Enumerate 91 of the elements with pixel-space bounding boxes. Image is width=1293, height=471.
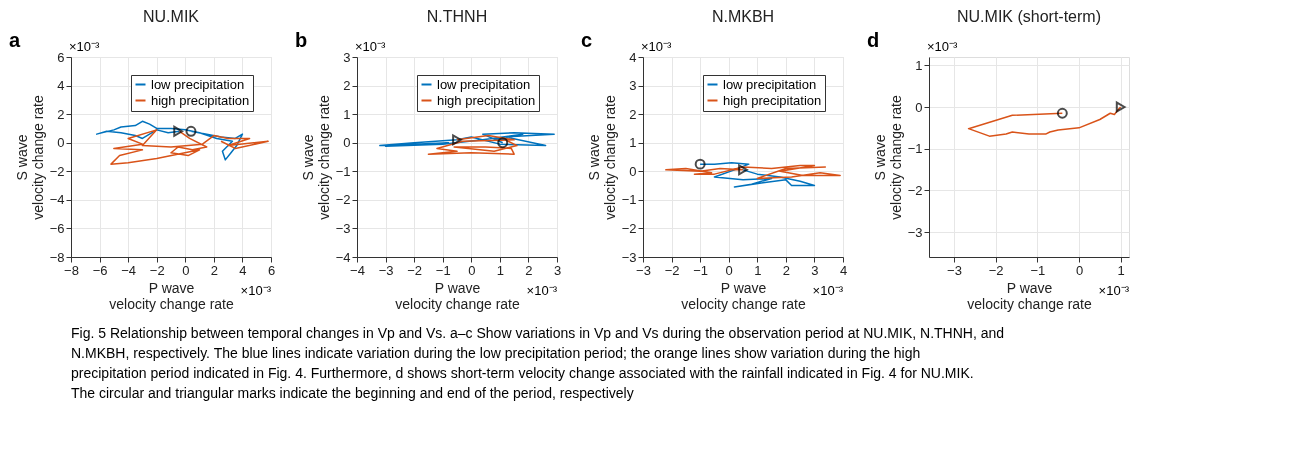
line-series <box>427 134 518 155</box>
x-tick-label: 3 <box>553 262 562 278</box>
text: ×10⁻³ <box>526 283 558 298</box>
text: c <box>581 29 593 51</box>
x-tick-label: −3 <box>378 262 394 278</box>
x-tick-label: −6 <box>92 262 108 278</box>
legend-label: high precipitation <box>723 92 822 108</box>
x-tick-label: 4 <box>839 262 848 278</box>
y-tick-label: 2 <box>629 106 637 122</box>
x-axis-title: P wave velocity change rate <box>967 279 1092 312</box>
text: ×10⁻³ <box>69 39 101 54</box>
y-tick-label: 4 <box>629 49 637 65</box>
y-tick-label: −1 <box>621 192 637 208</box>
line-series <box>379 131 555 147</box>
x-tick-label: 2 <box>210 262 218 278</box>
y-tick-label: 1 <box>343 106 351 122</box>
x-tick-label: 3 <box>811 262 819 278</box>
y-tick-label: 3 <box>343 49 351 65</box>
y-tick-label: −1 <box>907 141 923 157</box>
chart-title: NU.MIK (short-term) <box>957 8 1101 25</box>
text: ×10⁻³ <box>355 39 387 54</box>
x-tick-label: 0 <box>468 262 476 278</box>
y-tick-label: −4 <box>335 249 351 265</box>
line-series <box>699 161 816 188</box>
y-tick-label: −3 <box>335 220 351 236</box>
y-tick-label: −2 <box>335 192 351 208</box>
x-tick-label: −2 <box>988 262 1004 278</box>
x-tick-label: 1 <box>496 262 504 278</box>
text: ×10⁻³ <box>641 39 673 54</box>
line-series <box>95 120 244 161</box>
x-axis-title: P wave velocity change rate <box>395 279 520 312</box>
y-tick-label: 1 <box>915 57 923 73</box>
y-tick-label: 4 <box>57 78 65 94</box>
y-tick-label: 3 <box>629 78 637 94</box>
y-tick-label: −2 <box>621 220 637 236</box>
y-tick-label: 0 <box>629 163 637 179</box>
y-axis-title: S wave velocity change rate <box>13 95 46 220</box>
y-tick-label: 2 <box>57 106 65 122</box>
y-tick-label: 2 <box>343 78 351 94</box>
y-tick-label: −6 <box>49 220 65 236</box>
x-tick-label: −1 <box>693 262 709 278</box>
x-tick-label: 2 <box>782 262 790 278</box>
y-axis-title: S wave velocity change rate <box>299 95 332 220</box>
line-series <box>665 164 841 180</box>
y-tick-label: −2 <box>49 163 65 179</box>
x-axis-title: P wave velocity change rate <box>109 279 234 312</box>
x-tick-label: −1 <box>435 262 451 278</box>
x-tick-label: 6 <box>267 262 276 278</box>
y-tick-label: 0 <box>57 135 65 151</box>
chart-title: N.MKBH <box>711 8 775 25</box>
y-tick-label: −1 <box>335 163 351 179</box>
x-tick-label: −2 <box>407 262 423 278</box>
text: ×10⁻³ <box>927 39 959 54</box>
y-tick-label: 1 <box>629 135 637 151</box>
x-tick-label: 0 <box>182 262 190 278</box>
legend-label: low precipitation <box>723 76 817 92</box>
text: ×10⁻³ <box>1098 283 1130 298</box>
text: b <box>295 29 308 51</box>
y-tick-label: −2 <box>907 182 923 198</box>
y-tick-label: −8 <box>49 249 65 265</box>
y-tick-label: −3 <box>621 249 637 265</box>
x-tick-label: 4 <box>239 262 247 278</box>
text: ×10⁻³ <box>240 283 272 298</box>
y-tick-label: −4 <box>49 192 65 208</box>
x-tick-label: 0 <box>725 262 733 278</box>
legend-label: high precipitation <box>437 92 536 108</box>
text: d <box>867 29 880 51</box>
text: ×10⁻³ <box>812 283 844 298</box>
y-tick-label: 6 <box>57 49 65 65</box>
y-tick-label: 0 <box>343 135 351 151</box>
x-tick-label: −4 <box>121 262 137 278</box>
x-tick-label: −1 <box>1030 262 1046 278</box>
x-tick-label: −3 <box>947 262 962 278</box>
text: a <box>9 29 21 51</box>
legend-label: low precipitation <box>151 76 245 92</box>
y-tick-label: 0 <box>915 99 923 115</box>
legend-label: low precipitation <box>437 76 531 92</box>
y-axis-title: S wave velocity change rate <box>871 95 904 220</box>
chart-title: NU.MIK <box>143 8 200 25</box>
chart-title: N.THNH <box>426 8 488 25</box>
x-tick-label: −2 <box>664 262 680 278</box>
x-axis-title: P wave velocity change rate <box>681 279 806 312</box>
x-tick-label: 1 <box>1117 262 1125 278</box>
y-axis-title: S wave velocity change rate <box>585 95 618 220</box>
legend-label: high precipitation <box>151 92 250 108</box>
x-tick-label: 0 <box>1075 262 1084 278</box>
caption: Fig. 5 Relationship between temporal changes in Vp and Vs. a–c Show variations in Vp and Vs during the observation period at NU.MIK, N.THNH, and N.MKBH, respectively. The blue lines indicate variation during the low precipitation period; the orange lines show variation during the high precipitation period indicated in Fig. 4. Furthermore, d shows short-term velocity change associated with the rainfall indicated in Fig. 4 for NU.MIK. The circular and triangular marks indicate the beginning and end of the period, respectively <box>71 325 1005 401</box>
y-tick-label: −3 <box>907 224 923 240</box>
x-tick-label: 2 <box>525 262 533 278</box>
x-tick-label: −2 <box>149 262 165 278</box>
x-tick-label: 1 <box>754 262 762 278</box>
